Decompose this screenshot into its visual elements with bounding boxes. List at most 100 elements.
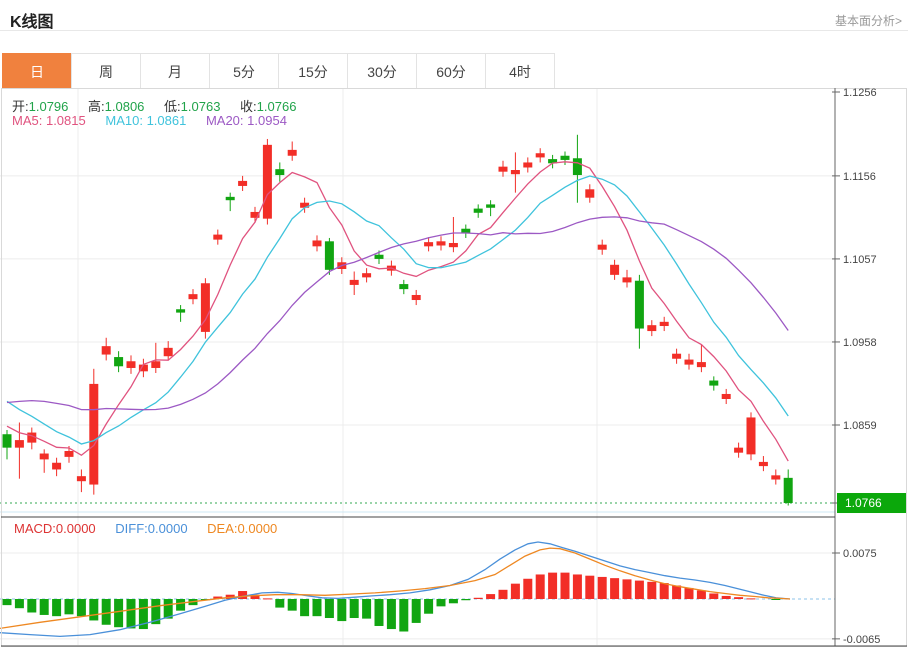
macd-bar (262, 598, 272, 600)
tab-month[interactable]: 月 (140, 53, 210, 89)
macd-bar (424, 599, 434, 614)
tab-60min[interactable]: 60分 (416, 53, 486, 89)
y-axis-label: -0.0065 (843, 634, 880, 646)
macd-bar (27, 599, 37, 613)
y-axis-label: 0.0075 (843, 548, 877, 560)
diff-value: 0.0000 (147, 521, 188, 536)
candle-body (436, 241, 446, 246)
macd-bar (560, 572, 570, 599)
chart-border (1, 88, 907, 647)
candle-body (696, 362, 706, 368)
macd-bar (734, 597, 744, 599)
ma20-line (6, 216, 789, 411)
candle-body (684, 359, 694, 365)
dea-line (0, 547, 791, 630)
macd-bar (349, 599, 359, 619)
candle-body (200, 283, 210, 332)
tab-5min[interactable]: 5分 (209, 53, 279, 89)
macd-bar (14, 599, 24, 609)
tab-30min[interactable]: 30分 (347, 53, 417, 89)
candle-body (424, 242, 434, 247)
candle-body (758, 461, 768, 467)
high-label: 高: (88, 99, 105, 114)
macd-bar (585, 575, 595, 599)
macd-bar (498, 589, 508, 599)
macd-bar (684, 587, 694, 599)
candle-body (399, 284, 409, 290)
candle-body (238, 180, 248, 186)
candle-body (52, 462, 62, 470)
macd-bar (52, 599, 62, 617)
macd-bar (548, 572, 558, 599)
candle-body (498, 166, 508, 172)
macd-bar (436, 599, 446, 607)
macd-bar (486, 594, 496, 599)
candle-body (411, 294, 421, 301)
candle-body (213, 234, 223, 240)
macd-bar (324, 599, 334, 619)
candle-body (138, 364, 148, 372)
macd-bar (386, 599, 396, 630)
macd-bar (448, 599, 458, 604)
candle-body (610, 264, 620, 275)
macd-bar (337, 599, 347, 622)
macd-bar (163, 599, 173, 619)
y-axis-label: 1.0859 (843, 420, 877, 432)
macd-bar (126, 599, 136, 629)
low-label: 低: (164, 99, 181, 114)
macd-bar (597, 576, 607, 599)
ma10-label: MA10: (105, 113, 143, 128)
fundamental-analysis-link[interactable]: 基本面分析> (834, 14, 902, 28)
y-axis-label: 1.0958 (843, 337, 877, 349)
open-value: 1.0796 (28, 99, 69, 114)
candle-body (448, 242, 458, 248)
candle-body (597, 244, 607, 250)
macd-bar (2, 599, 12, 606)
close-label: 收: (240, 99, 257, 114)
macd-bar (287, 599, 297, 611)
macd-bar (672, 585, 682, 599)
page-title: K线图 (10, 14, 54, 31)
macd-bar (151, 599, 161, 625)
ma-legend: MA5: 1.0815 MA10: 1.0861 MA20: 1.0954 (12, 113, 303, 128)
macd-bar (535, 574, 545, 599)
candle-body (634, 280, 644, 329)
macd-bar (250, 594, 260, 599)
candle-body (473, 208, 483, 213)
macd-bar (76, 599, 86, 617)
candle-body (362, 273, 372, 278)
macd-bar (138, 599, 148, 630)
low-value: 1.0763 (180, 99, 221, 114)
candle-body (275, 169, 285, 176)
candle-body (176, 309, 186, 313)
candle-body (709, 380, 719, 386)
candle-body (486, 204, 496, 208)
candle-body (2, 434, 12, 448)
candle-body (27, 432, 37, 443)
macd-bar (709, 593, 719, 599)
macd-bar (510, 583, 520, 599)
ma10-value: 1.0861 (146, 113, 187, 128)
candle-body (300, 202, 310, 208)
last-price-label: 1.0766 (845, 496, 882, 510)
candle-body (349, 279, 359, 285)
candle-body (659, 321, 669, 327)
candle-body (461, 228, 471, 233)
candle-body (647, 325, 657, 332)
macd-bar (696, 590, 706, 599)
tab-15min[interactable]: 15分 (278, 53, 348, 89)
candle-body (101, 346, 111, 355)
macd-bar (114, 599, 124, 628)
last-price-badge (837, 493, 906, 514)
dea-label: DEA: (207, 521, 238, 536)
macd-bar (176, 599, 186, 611)
tab-day[interactable]: 日 (2, 53, 72, 89)
high-value: 1.0806 (104, 99, 145, 114)
macd-bar (101, 599, 111, 625)
ma5-label: MA5: (12, 113, 43, 128)
candle-body (163, 347, 173, 357)
candle-body (572, 158, 582, 176)
macd-bar (473, 597, 483, 599)
